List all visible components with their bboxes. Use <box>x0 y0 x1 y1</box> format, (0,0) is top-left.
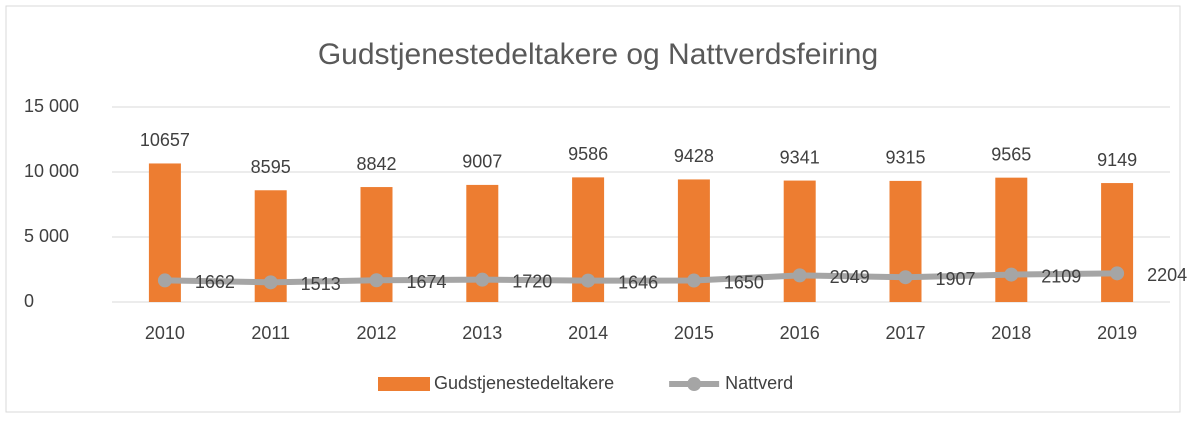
data-label: 9315 <box>885 148 925 168</box>
legend-swatch <box>687 377 702 391</box>
data-label: 9565 <box>991 144 1031 164</box>
data-label: 9341 <box>780 147 820 167</box>
data-label: 9007 <box>462 152 502 172</box>
y-tick-label: 5 000 <box>24 226 69 246</box>
bar <box>783 180 816 302</box>
data-label: 10657 <box>140 130 190 150</box>
x-tick-label: 2010 <box>145 323 185 343</box>
x-tick-label: 2014 <box>568 323 608 343</box>
x-tick-label: 2012 <box>356 323 396 343</box>
data-label: 2109 <box>1041 266 1081 286</box>
legend-swatch <box>378 377 430 391</box>
bar <box>1101 183 1134 302</box>
line-marker <box>898 270 913 285</box>
data-label: 9586 <box>568 144 608 164</box>
line-marker <box>581 273 596 288</box>
y-tick-label: 0 <box>24 291 34 311</box>
line-marker <box>475 272 490 287</box>
line-marker <box>1110 266 1125 281</box>
data-label: 8842 <box>356 154 396 174</box>
legend-label: Nattverd <box>725 373 793 393</box>
data-label: 2204 <box>1147 265 1187 285</box>
x-tick-label: 2013 <box>462 323 502 343</box>
data-label: 2049 <box>830 267 870 287</box>
x-tick-label: 2017 <box>885 323 925 343</box>
x-tick-label: 2018 <box>991 323 1031 343</box>
line-marker <box>263 275 278 290</box>
data-label: 9428 <box>674 146 714 166</box>
data-label: 1720 <box>512 271 552 291</box>
x-tick-label: 2019 <box>1097 323 1137 343</box>
legend-label: Gudstjenestedeltakere <box>434 373 614 393</box>
data-label: 1662 <box>195 272 235 292</box>
data-label: 1513 <box>301 274 341 294</box>
data-label: 1646 <box>618 272 658 292</box>
data-label: 9149 <box>1097 150 1137 170</box>
x-tick-label: 2016 <box>780 323 820 343</box>
line-marker <box>157 273 172 288</box>
x-tick-label: 2015 <box>674 323 714 343</box>
line-marker <box>1004 267 1019 282</box>
data-label: 1650 <box>724 272 764 292</box>
chart-title: Gudstjenestedeltakere og Nattverdsfeirin… <box>318 38 878 71</box>
line-marker <box>686 273 701 288</box>
line <box>164 270 1118 286</box>
data-label: 8595 <box>251 157 291 177</box>
y-tick-label: 15 000 <box>24 96 79 116</box>
data-label: 1674 <box>406 272 446 292</box>
data-label: 1907 <box>935 269 975 289</box>
y-tick-label: 10 000 <box>24 161 79 181</box>
x-tick-label: 2011 <box>251 323 290 343</box>
line-marker <box>369 273 384 288</box>
line-marker <box>792 268 807 283</box>
bar <box>995 177 1028 302</box>
